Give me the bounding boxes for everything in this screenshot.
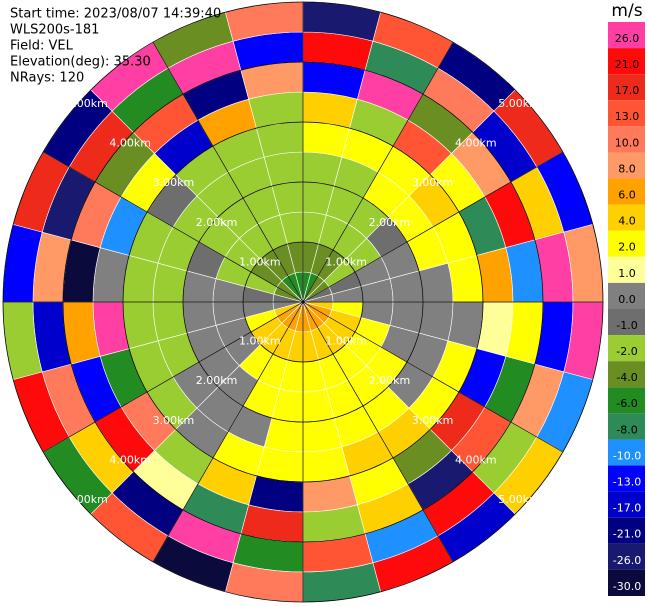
azimuth-line [152, 42, 304, 303]
colorbar-label: 13.0 [615, 110, 640, 123]
colorbar-band [608, 126, 645, 153]
labels: 1.00km 1.00km 1.00km 1.00km 2.00km 2.00km 2.00… [66, 97, 540, 506]
azimuth-line [43, 151, 304, 303]
range-label: 1.00km [325, 335, 367, 348]
range-label: 2.00km [369, 216, 411, 229]
range-label: 5.00km [66, 97, 108, 110]
azimuth-line [302, 301, 563, 453]
colorbar-label: 26.0 [615, 32, 640, 45]
velocity-cell [122, 255, 159, 303]
colorbar-label: -13.0 [613, 476, 641, 489]
colorbar-title: m/s [611, 1, 642, 21]
range-label: 2.00km [369, 374, 411, 387]
range-label: 2.00km [196, 374, 238, 387]
range-label: 5.00km [498, 97, 540, 110]
colorbar-label: -10.0 [613, 449, 641, 462]
colorbar-band [608, 543, 645, 570]
colorbar-label: -8.0 [616, 423, 637, 436]
velocity-cell [447, 255, 484, 303]
range-label: 1.00km [239, 335, 281, 348]
colorbar-label: -4.0 [616, 371, 637, 384]
azimuth-line [152, 301, 304, 562]
colorbar-band [608, 465, 645, 492]
header-line: Start time: 2023/08/07 14:39:40 [10, 7, 221, 22]
colorbar-band [608, 387, 645, 414]
range-ring [122, 121, 484, 483]
velocity-cell [447, 301, 484, 349]
colorbar-label: -6.0 [616, 397, 637, 410]
header-line: WLS200s-181 [10, 23, 99, 38]
range-label: 2.00km [196, 216, 238, 229]
header-line: Field: VEL [10, 39, 74, 54]
colorbar-band [608, 204, 645, 231]
colorbar-band [608, 230, 645, 257]
colorbar-band [608, 22, 645, 49]
colorbar-band [608, 152, 645, 179]
colorbar-band [608, 256, 645, 283]
colorbar-band [608, 361, 645, 388]
colorbar-band [608, 335, 645, 362]
colorbar-label: 4.0 [618, 215, 636, 228]
velocity-cell [302, 121, 350, 158]
colorbar-label: -17.0 [613, 502, 641, 515]
colorbar-label: 1.0 [618, 267, 636, 280]
range-label: 3.00km [153, 414, 195, 427]
colorbar-label: 17.0 [615, 84, 640, 97]
colorbar-label: -21.0 [613, 528, 641, 541]
colorbar-band [608, 517, 645, 544]
colorbar-label: -30.0 [613, 580, 641, 593]
header-line: Elevation(deg): 35.30 [10, 55, 151, 70]
range-label: 4.00km [455, 137, 497, 150]
colorbar-band [608, 491, 645, 518]
azimuth-line [302, 151, 563, 303]
colorbar-label: -26.0 [613, 554, 641, 567]
colorbar-band [608, 74, 645, 101]
range-ring [182, 181, 424, 423]
colorbar-label: -2.0 [616, 345, 637, 358]
colorbar-band [608, 309, 645, 336]
colorbar-label: 6.0 [618, 189, 636, 202]
colorbar-band [608, 413, 645, 440]
colorbar-label: 8.0 [618, 162, 636, 175]
velocity-cell [122, 301, 159, 349]
range-label: 1.00km [239, 255, 281, 268]
colorbar-label: 2.0 [618, 241, 636, 254]
range-label: 3.00km [412, 176, 454, 189]
range-ring [62, 61, 544, 543]
colorbar-band [608, 100, 645, 127]
range-ring [242, 241, 364, 363]
colorbar-label: 10.0 [615, 136, 640, 149]
header-line: NRays: 120 [10, 71, 84, 86]
colorbar-label: 21.0 [615, 58, 640, 71]
range-label: 1.00km [325, 255, 367, 268]
range-label: 4.00km [109, 137, 151, 150]
colorbar-band [608, 569, 645, 596]
colorbar-band [608, 48, 645, 75]
range-label: 5.00km [498, 493, 540, 506]
azimuth-line [43, 301, 304, 453]
range-label: 3.00km [153, 176, 195, 189]
grid [2, 1, 604, 603]
colorbar-label: 0.0 [618, 293, 636, 306]
range-label: 4.00km [109, 453, 151, 466]
range-label: 4.00km [455, 453, 497, 466]
azimuth-line [302, 42, 454, 303]
colorbar-band [608, 282, 645, 309]
velocity-cell [256, 446, 304, 483]
range-label: 3.00km [412, 414, 454, 427]
range-ring [2, 1, 604, 603]
azimuth-line [302, 301, 454, 562]
velocity-cell [302, 446, 350, 483]
colorbar-label: -1.0 [616, 319, 637, 332]
range-label: 5.00km [66, 493, 108, 506]
velocity-cell [256, 121, 304, 158]
colorbar-band [608, 178, 645, 205]
colorbar-band [608, 439, 645, 466]
